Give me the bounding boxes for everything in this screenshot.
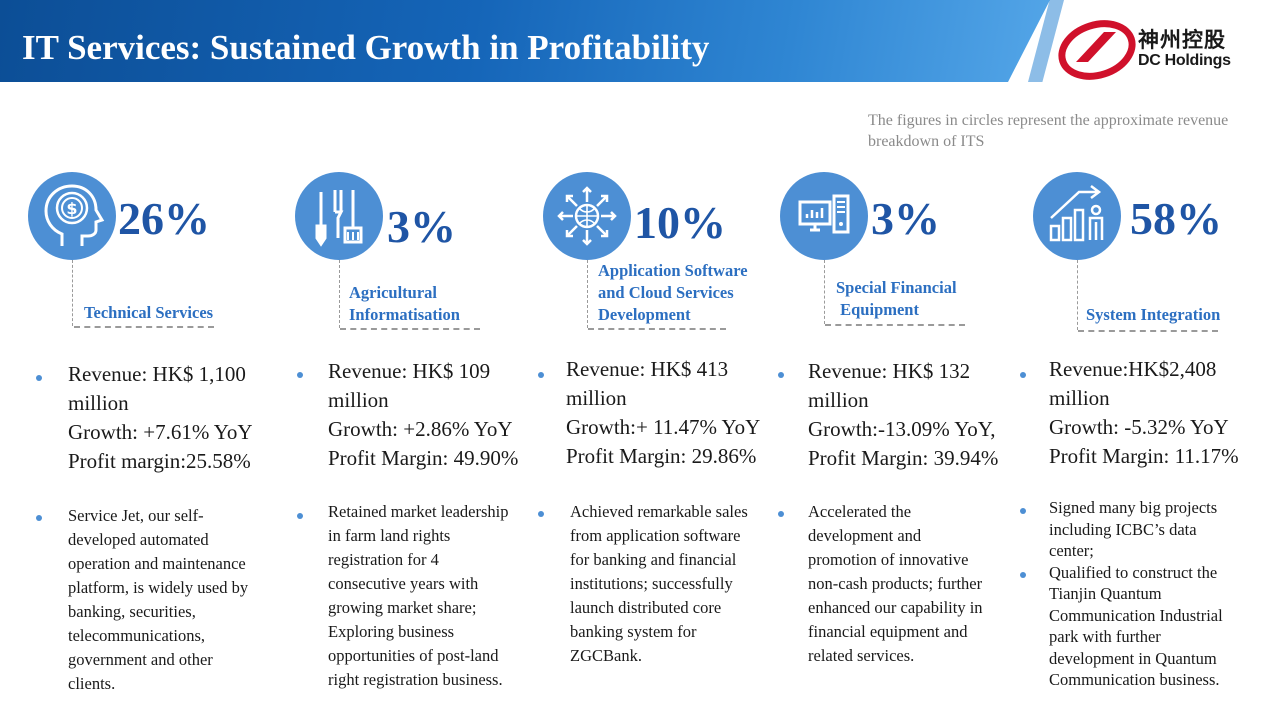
technical-services-label: Technical Services (84, 303, 214, 322)
financial-equipment-stats-bullet (778, 372, 784, 378)
system-integration-circle (1033, 172, 1121, 260)
growth-person-icon (1049, 185, 1104, 242)
system-integration-desc-bullet-2 (1020, 572, 1026, 578)
financial-equipment-desc-bullet (778, 511, 784, 517)
title-banner (0, 0, 1050, 82)
agricultural-label: Agricultural Informatisation (349, 283, 460, 324)
dc-logo-icon (1058, 20, 1136, 80)
technical-services-percent: 26% (118, 193, 210, 244)
financial-equipment-label: Special Financial Equipment (836, 278, 957, 319)
agricultural-desc-bullet (297, 513, 303, 519)
technical-services-stats-bullet (36, 375, 42, 381)
system-integration-stats: Revenue:HK$2,408 million Growth: -5.32% … (1049, 357, 1239, 468)
agricultural-circle (295, 172, 383, 260)
app-software-stats-bullet (538, 372, 544, 378)
money-head-icon: $ (44, 184, 105, 246)
technical-services-desc-bullet (36, 515, 42, 521)
system-integration-label: System Integration (1086, 305, 1221, 324)
svg-text:$: $ (66, 199, 77, 218)
financial-equipment-connector (824, 260, 825, 324)
app-software-circle (543, 172, 631, 260)
financial-equipment-underline (825, 324, 965, 326)
system-integration-connector (1077, 260, 1078, 330)
financial-equipment-stats: Revenue: HK$ 132 million Growth:-13.09% … (808, 359, 999, 470)
app-software-underline (588, 328, 726, 330)
financial-equipment-circle (780, 172, 868, 260)
app-software-percent: 10% (634, 197, 726, 248)
logo-name-cn: 神州控股 (1138, 28, 1226, 52)
app-software-label: Application Software and Cloud Services … (598, 261, 748, 324)
technical-services-description: Service Jet, our self- developed automat… (68, 506, 249, 693)
financial-equipment-icon (798, 194, 850, 234)
technical-services-circle: $ (28, 172, 116, 260)
technical-services-connector (72, 260, 73, 326)
agricultural-description: Retained market leadership in farm land … (328, 502, 509, 689)
system-integration-description: Signed many big projects including ICBC’… (1049, 498, 1223, 689)
agricultural-underline (340, 328, 480, 330)
app-software-desc-bullet (538, 511, 544, 517)
financial-equipment-percent: 3% (871, 193, 940, 244)
app-software-connector (587, 260, 588, 328)
logo-name-en: DC Holdings (1138, 52, 1231, 69)
financial-equipment-description: Accelerated the development and promotio… (808, 502, 983, 665)
system-integration-desc-bullet-1 (1020, 508, 1026, 514)
cloud-network-icon (557, 186, 617, 246)
farm-tools-icon (315, 190, 363, 247)
system-integration-stats-bullet (1020, 372, 1026, 378)
company-logo: 神州控股 DC Holdings (1058, 18, 1258, 84)
app-software-description: Achieved remarkable sales from applicati… (570, 502, 748, 665)
technical-services-underline (74, 326, 214, 328)
technical-services-stats: Revenue: HK$ 1,100 million Growth: +7.61… (68, 362, 253, 473)
app-software-stats: Revenue: HK$ 413 million Growth:+ 11.47%… (566, 357, 761, 468)
agricultural-percent: 3% (387, 201, 456, 252)
agricultural-connector (339, 260, 340, 328)
agricultural-stats-bullet (297, 372, 303, 378)
page-title: IT Services: Sustained Growth in Profita… (22, 28, 710, 67)
system-integration-percent: 58% (1130, 193, 1222, 244)
breakdown-note: The figures in circles represent the app… (868, 112, 1229, 150)
agricultural-stats: Revenue: HK$ 109 million Growth: +2.86% … (328, 359, 519, 470)
system-integration-underline (1078, 330, 1218, 332)
